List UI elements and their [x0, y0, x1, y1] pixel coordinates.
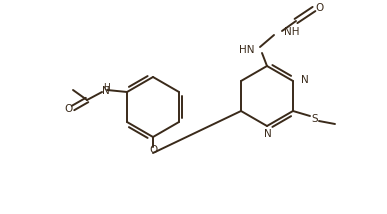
Text: N: N [301, 75, 309, 85]
Text: S: S [312, 114, 318, 124]
Text: N: N [264, 129, 272, 139]
Text: H: H [103, 83, 110, 92]
Text: O: O [315, 3, 323, 13]
Text: NH: NH [284, 27, 300, 37]
Text: N: N [102, 86, 110, 96]
Text: HN: HN [238, 45, 254, 55]
Text: O: O [149, 145, 157, 155]
Text: O: O [64, 104, 72, 114]
